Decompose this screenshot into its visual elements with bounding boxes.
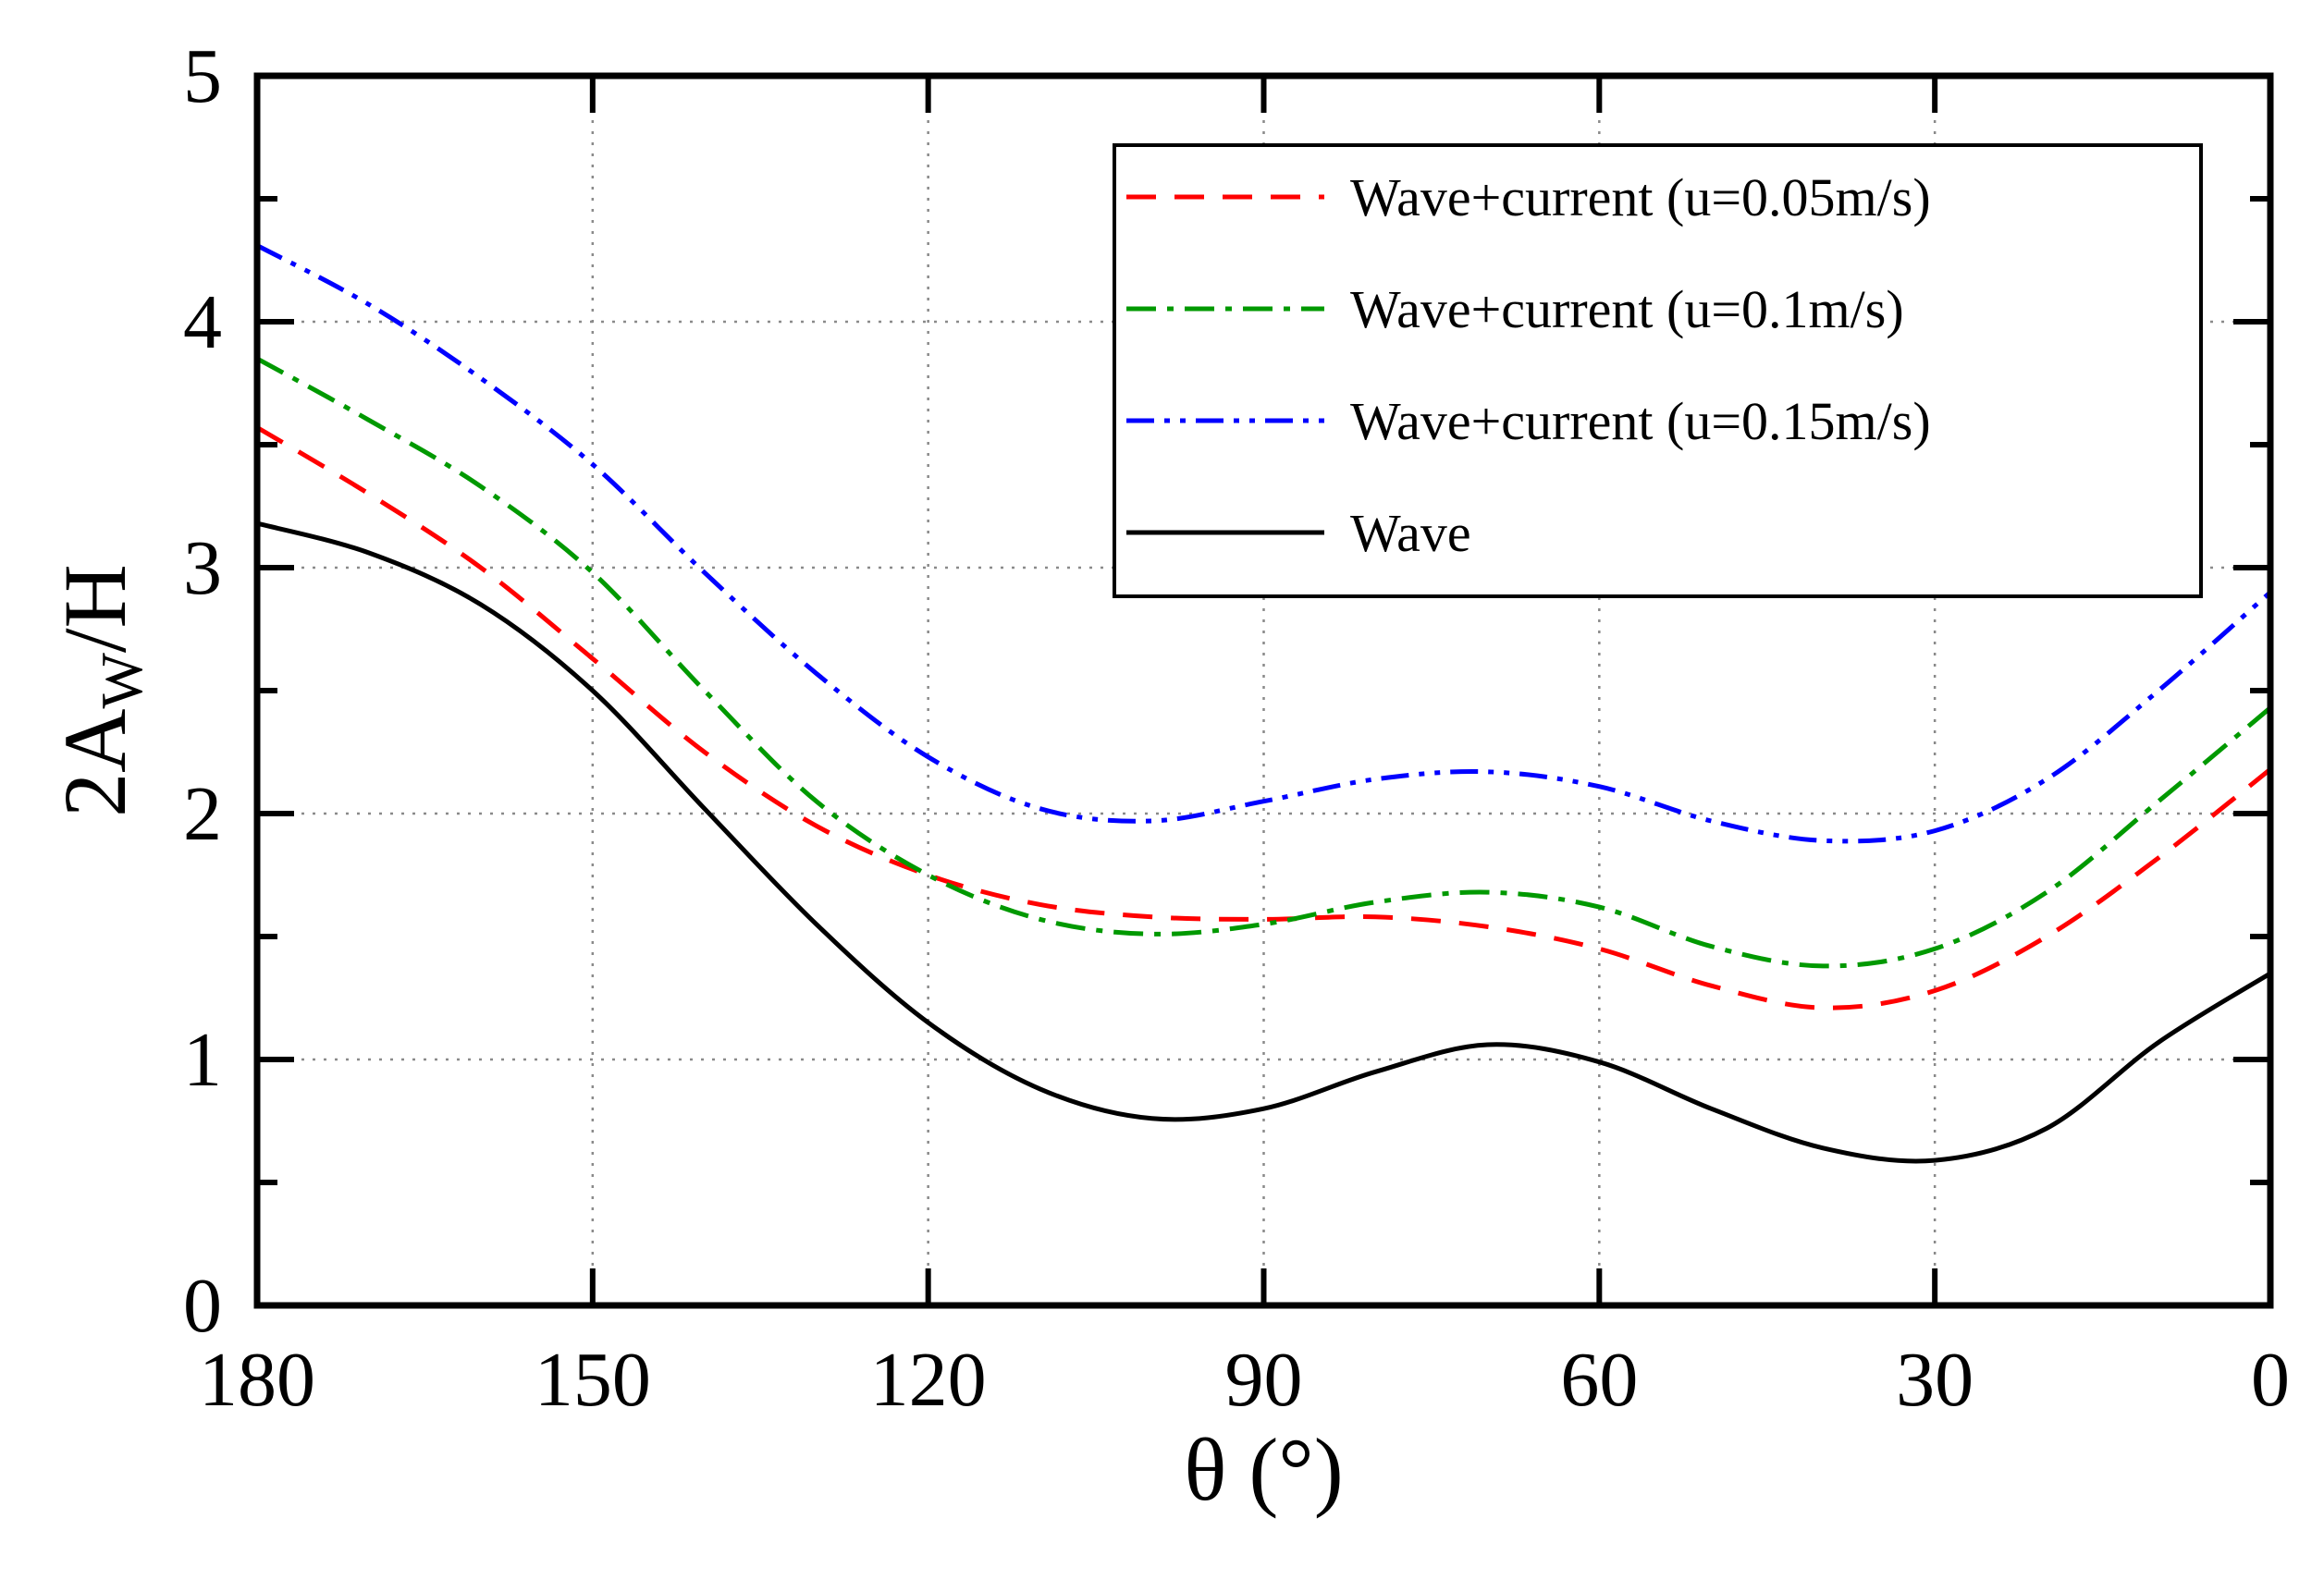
y-tick-label: 1 <box>183 1017 222 1103</box>
x-tick-label: 30 <box>1896 1337 1974 1423</box>
series-group <box>255 243 2272 1164</box>
plot-frame <box>253 72 2274 1309</box>
series-line-2 <box>255 356 2272 969</box>
legend-label-4: Wave <box>1350 503 1471 563</box>
y-tick-label: 4 <box>183 279 222 365</box>
y-tick-label: 3 <box>183 525 222 611</box>
legend-label-3: Wave+current (u=0.15m/s) <box>1350 391 1931 451</box>
y-tick-label: 5 <box>183 33 222 119</box>
y-axis-label-tail: /H <box>45 564 144 653</box>
svg-text:2AW/H: 2AW/H <box>45 564 154 817</box>
y-tick-label: 2 <box>183 771 222 857</box>
y-tick-label: 0 <box>183 1263 222 1349</box>
y-axis-label-subscript: W <box>89 653 154 709</box>
series-line-4 <box>256 520 2272 1164</box>
x-tick-label: 180 <box>199 1337 315 1423</box>
y-axis-label: 2AW/H <box>45 564 154 817</box>
x-tick-label: 0 <box>2251 1337 2290 1423</box>
legend-label-1: Wave+current (u=0.05m/s) <box>1350 167 1931 227</box>
x-tick-label: 60 <box>1560 1337 1638 1423</box>
series-line-3 <box>255 243 2272 844</box>
x-tick-label: 150 <box>535 1337 651 1423</box>
series-line-1 <box>255 425 2272 1010</box>
y-axis-label-main: 2A <box>45 709 144 817</box>
tick-labels: 180 150 120 90 60 30 0 0 1 2 3 4 5 <box>183 33 2290 1423</box>
x-tick-label: 120 <box>870 1337 987 1423</box>
x-axis-label: θ (°) <box>1184 1420 1343 1519</box>
legend: Wave+current (u=0.05m/s) Wave+current (u=… <box>1113 143 2203 598</box>
x-tick-label: 90 <box>1225 1337 1303 1423</box>
legend-box <box>1113 143 2203 598</box>
legend-label-2: Wave+current (u=0.1m/s) <box>1350 279 1904 339</box>
